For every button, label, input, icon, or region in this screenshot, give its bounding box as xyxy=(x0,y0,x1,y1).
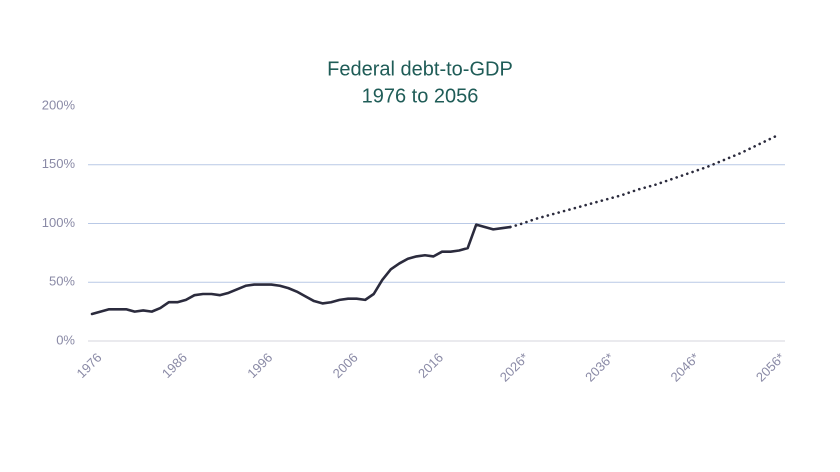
x-tick-label: 2016 xyxy=(415,350,446,381)
x-tick-label: 1996 xyxy=(244,350,275,381)
x-tick-label: 2026* xyxy=(497,350,532,385)
x-tick-label: 1976 xyxy=(73,350,104,381)
chart-subtitle: 1976 to 2056 xyxy=(362,85,479,107)
x-tick-label: 2006 xyxy=(330,350,361,381)
y-tick-label: 50% xyxy=(49,274,75,289)
y-tick-label: 100% xyxy=(42,215,76,230)
x-tick-label: 2056* xyxy=(753,350,788,385)
y-tick-label: 200% xyxy=(42,97,76,112)
x-tick-label: 1986 xyxy=(159,350,190,381)
x-tick-label: 2036* xyxy=(582,350,617,385)
y-tick-label: 0% xyxy=(56,332,75,347)
series-line xyxy=(90,223,512,316)
chart-title: Federal debt-to-GDP xyxy=(327,58,513,80)
x-tick-label: 2046* xyxy=(668,350,703,385)
y-tick-label: 150% xyxy=(42,156,76,171)
series-line xyxy=(509,135,777,229)
